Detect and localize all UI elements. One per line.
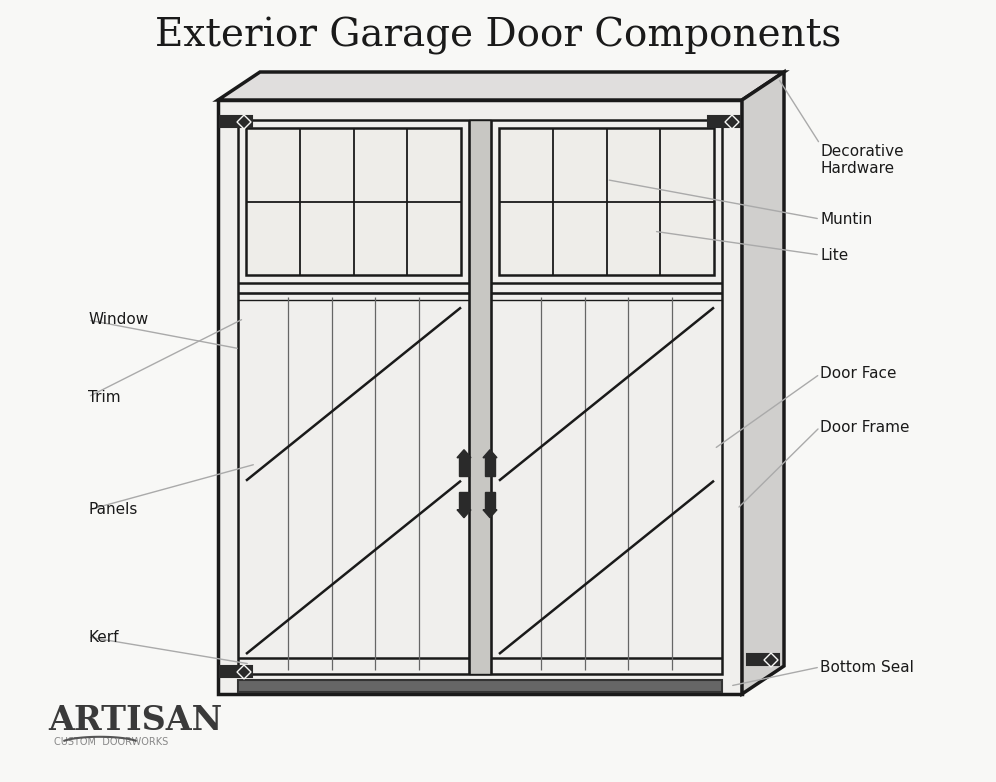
Bar: [485, 492, 495, 510]
Bar: [459, 457, 469, 475]
Text: Door Frame: Door Frame: [820, 419, 909, 435]
Text: Window: Window: [88, 313, 148, 328]
Text: Door Face: Door Face: [820, 367, 896, 382]
Polygon shape: [764, 653, 778, 667]
Text: Muntin: Muntin: [820, 211, 872, 227]
Bar: [220, 116, 252, 127]
Bar: [238, 680, 722, 692]
Polygon shape: [483, 510, 497, 518]
Text: Trim: Trim: [88, 389, 121, 404]
Text: Decorative
Hardware: Decorative Hardware: [820, 144, 903, 177]
Polygon shape: [237, 115, 251, 129]
Text: Lite: Lite: [820, 247, 849, 263]
Polygon shape: [483, 450, 497, 457]
Text: ARTISAN: ARTISAN: [48, 704, 222, 737]
Polygon shape: [237, 665, 251, 679]
Text: Kerf: Kerf: [88, 630, 119, 644]
Bar: [499, 128, 714, 275]
Bar: [246, 128, 461, 275]
Polygon shape: [725, 115, 739, 129]
Polygon shape: [218, 72, 784, 100]
Polygon shape: [457, 450, 471, 457]
Text: Panels: Panels: [88, 503, 137, 518]
Bar: [747, 654, 779, 665]
Bar: [485, 457, 495, 475]
Bar: [459, 492, 469, 510]
Bar: [220, 666, 252, 677]
Bar: [238, 120, 722, 674]
Polygon shape: [457, 510, 471, 518]
Text: CUSTOM  DOORWORKS: CUSTOM DOORWORKS: [54, 737, 168, 747]
Text: Exterior Garage Door Components: Exterior Garage Door Components: [154, 17, 842, 55]
Polygon shape: [742, 72, 784, 694]
Bar: [469, 120, 491, 674]
Bar: [708, 116, 740, 127]
Text: Bottom Seal: Bottom Seal: [820, 659, 914, 675]
Bar: [218, 100, 742, 694]
